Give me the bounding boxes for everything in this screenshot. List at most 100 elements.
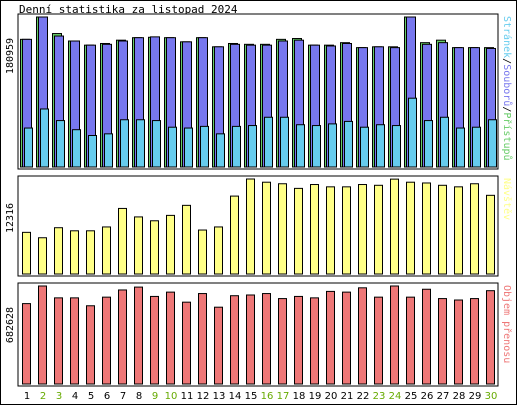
day-label: 17 — [277, 391, 290, 402]
bar-kbytes — [390, 285, 399, 385]
bar-visits — [86, 230, 95, 275]
bar-visits — [390, 178, 399, 275]
day-label: 20 — [325, 391, 338, 402]
bar-visits — [166, 214, 175, 275]
bar-kbytes — [486, 290, 495, 385]
day-label: 4 — [72, 391, 78, 402]
bar-pages — [248, 125, 257, 168]
bar-kbytes — [310, 297, 319, 385]
bar-kbytes — [406, 296, 415, 385]
bar-pages — [200, 125, 209, 168]
bar-pages — [136, 119, 145, 168]
day-label: 7 — [120, 391, 126, 402]
bar-pages — [88, 135, 97, 168]
bar-kbytes — [54, 297, 63, 385]
bar-kbytes — [150, 295, 159, 385]
bar-pages — [408, 97, 417, 168]
bar-visits — [278, 183, 287, 275]
panel-frame-visits — [17, 175, 499, 277]
bar-pages — [232, 125, 241, 168]
day-label: 25 — [405, 391, 418, 402]
legend-entry: / — [501, 58, 512, 64]
bar-visits — [422, 182, 431, 275]
legend-hits-files-pages: Stránek/Souborů/Přístupů — [501, 16, 513, 161]
bar-kbytes — [358, 287, 367, 385]
bar-kbytes — [118, 289, 127, 385]
bar-kbytes — [246, 294, 255, 385]
panel-frame-kbytes — [17, 282, 499, 387]
legend-entry: Návštěv — [501, 178, 513, 220]
bar-visits — [406, 181, 415, 275]
legend-entry: Souborů — [501, 64, 513, 106]
bar-kbytes — [134, 286, 143, 385]
bar-visits — [22, 231, 31, 275]
bar-visits — [70, 230, 79, 275]
bar-kbytes — [102, 296, 111, 385]
bar-pages — [104, 133, 113, 168]
bar-pages — [440, 116, 449, 168]
bar-kbytes — [214, 306, 223, 385]
bar-visits — [150, 220, 159, 275]
legend-kbytes: Objem přenosu — [501, 285, 513, 363]
bar-kbytes — [182, 301, 191, 385]
day-label: 26 — [421, 391, 434, 402]
legend-entry: Stránek — [501, 16, 513, 58]
bar-visits — [38, 237, 47, 275]
chart-title: Denní statistika za listopad 2024 — [19, 3, 238, 16]
bar-visits — [294, 187, 303, 275]
legend-entry: / — [501, 106, 512, 112]
bar-pages — [40, 108, 49, 168]
bar-pages — [376, 124, 385, 168]
day-label: 5 — [88, 391, 94, 402]
bar-pages — [312, 125, 321, 168]
bar-kbytes — [342, 291, 351, 385]
day-label: 12 — [197, 391, 210, 402]
day-label: 1 — [24, 391, 30, 402]
bar-visits — [246, 178, 255, 275]
bar-pages — [360, 126, 369, 168]
bar-pages — [120, 119, 129, 168]
day-label: 30 — [485, 391, 498, 402]
bar-kbytes — [438, 298, 447, 385]
day-label: 13 — [213, 391, 226, 402]
bar-visits — [374, 184, 383, 275]
bar-kbytes — [470, 298, 479, 385]
bar-kbytes — [22, 303, 31, 385]
bar-pages — [264, 116, 273, 168]
bar-pages — [24, 127, 33, 168]
day-label: 10 — [165, 391, 178, 402]
bar-pages — [280, 116, 289, 168]
day-label: 15 — [245, 391, 258, 402]
day-label: 14 — [229, 391, 242, 402]
bar-visits — [438, 184, 447, 275]
ymax-label-kbytes: 682628 — [5, 307, 16, 343]
bar-kbytes — [422, 288, 431, 385]
bar-kbytes — [294, 295, 303, 385]
bar-visits — [198, 229, 207, 275]
bar-pages — [488, 119, 497, 168]
bar-pages — [216, 133, 225, 168]
day-label: 29 — [469, 391, 482, 402]
bar-visits — [230, 195, 239, 275]
bar-visits — [54, 227, 63, 275]
day-label: 3 — [56, 391, 62, 402]
bar-pages — [152, 120, 161, 168]
day-label: 9 — [152, 391, 158, 402]
bar-kbytes — [454, 299, 463, 385]
day-label: 6 — [104, 391, 110, 402]
bar-pages — [344, 120, 353, 168]
day-label: 2 — [40, 391, 46, 402]
bar-kbytes — [230, 295, 239, 385]
day-label: 19 — [309, 391, 322, 402]
day-label: 21 — [341, 391, 354, 402]
panel-frame-hits-files-pages — [17, 13, 499, 170]
bar-visits — [262, 181, 271, 275]
bar-visits — [486, 194, 495, 275]
bar-kbytes — [38, 285, 47, 385]
bar-kbytes — [198, 293, 207, 385]
bar-visits — [214, 226, 223, 275]
day-label: 27 — [437, 391, 450, 402]
bar-kbytes — [374, 296, 383, 385]
